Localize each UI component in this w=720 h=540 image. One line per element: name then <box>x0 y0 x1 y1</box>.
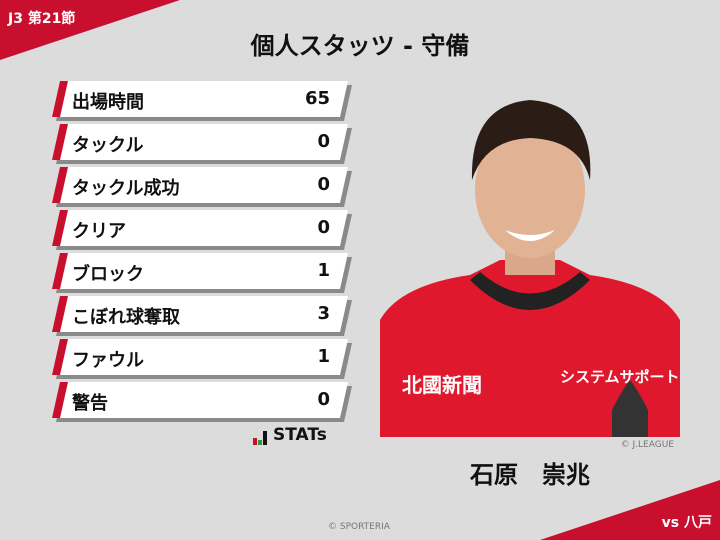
round-label: J3 第21節 <box>8 11 76 27</box>
row-background <box>52 253 348 289</box>
player-name: 石原 崇兆 <box>470 461 590 489</box>
stat-value: 0 <box>317 174 330 195</box>
row-background <box>52 124 348 160</box>
stat-label: クリア <box>72 221 126 242</box>
stat-value: 0 <box>317 217 330 238</box>
stat-row: 警告 0 <box>52 382 352 418</box>
bar-chart-icon <box>253 431 267 445</box>
stat-label: ブロック <box>72 264 144 285</box>
stat-row: クリア 0 <box>52 210 352 246</box>
row-background <box>52 382 348 418</box>
stat-value: 0 <box>317 131 330 152</box>
stat-label: タックル <box>72 135 144 156</box>
page-title: 個人スタッツ - 守備 <box>250 32 470 60</box>
jersey-sponsor-left: 北國新聞 <box>402 373 482 397</box>
stat-row: タックル 0 <box>52 124 352 160</box>
row-background <box>52 339 348 375</box>
row-background <box>52 167 348 203</box>
stat-row: こぼれ球奪取 3 <box>52 296 352 332</box>
stat-row: ファウル 1 <box>52 339 352 375</box>
player-photo: 北國新聞 システムサポート <box>380 80 680 437</box>
stat-row: ブロック 1 <box>52 253 352 289</box>
row-background <box>52 81 348 117</box>
stat-label: 出場時間 <box>72 92 144 113</box>
stats-logo: STATs <box>253 425 327 445</box>
copyright: © SPORTERIA <box>328 522 390 532</box>
stat-value: 1 <box>317 346 330 367</box>
stat-value: 65 <box>304 88 330 109</box>
stat-label: 警告 <box>72 393 108 414</box>
stat-value: 3 <box>317 303 330 324</box>
opponent-label: vs 八戸 <box>661 515 712 531</box>
row-background <box>52 210 348 246</box>
stat-label: ファウル <box>72 350 144 371</box>
stat-label: タックル成功 <box>72 178 180 199</box>
photo-credit: © J.LEAGUE <box>620 440 674 450</box>
jersey-sponsor-right: システムサポート <box>560 368 680 386</box>
stat-row: タックル成功 0 <box>52 167 352 203</box>
stats-logo-text: STATs <box>273 425 327 445</box>
stat-value: 1 <box>317 260 330 281</box>
stat-label: こぼれ球奪取 <box>72 307 180 328</box>
stat-row: 出場時間 65 <box>52 81 352 117</box>
stat-value: 0 <box>317 389 330 410</box>
row-background <box>52 296 348 332</box>
